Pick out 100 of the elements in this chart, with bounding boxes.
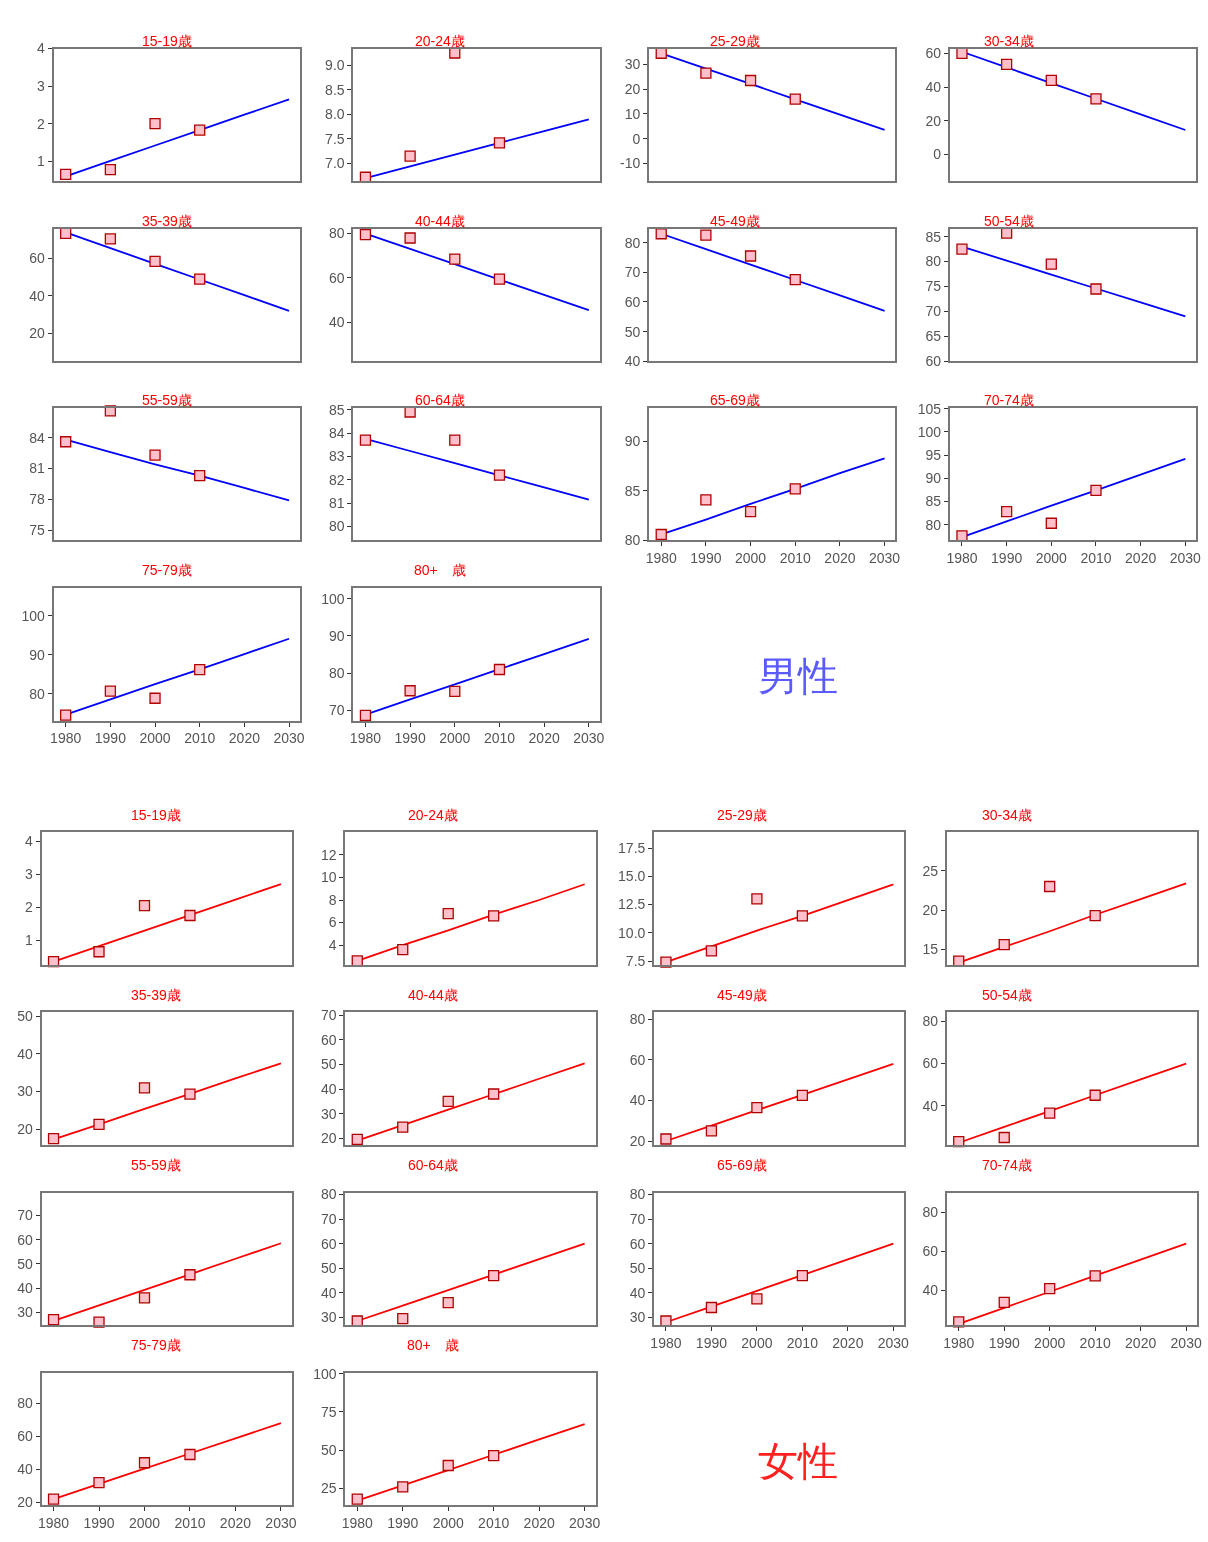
y-tick-label: 85 <box>925 493 942 510</box>
chart-title: 60-64歳 <box>415 392 465 408</box>
point <box>1089 1270 1101 1282</box>
chart-title: 60-64歳 <box>408 1157 458 1173</box>
point <box>194 124 206 136</box>
point <box>796 910 809 922</box>
y-tick-label: 12 <box>321 846 337 863</box>
point <box>488 1088 500 1100</box>
point <box>1089 909 1101 922</box>
y-tick-label: 85 <box>329 401 345 418</box>
chart-title: 50-54歳 <box>984 213 1034 229</box>
y-tick-label: 80 <box>624 532 641 549</box>
y-tick-label: 80 <box>329 518 345 535</box>
y-tick-label: 8 <box>328 891 337 908</box>
y-tick-label: 20 <box>17 1121 34 1138</box>
y-tick-label: 80 <box>629 1186 646 1203</box>
y-tick-label: 1 <box>37 153 46 170</box>
y-tick-label: 60 <box>321 1235 337 1252</box>
y-tick-label: 50 <box>17 1008 34 1025</box>
y-tick-label: 0 <box>933 146 942 163</box>
chart-title: 55-59歳 <box>142 392 192 408</box>
y-tick-label: 10.0 <box>618 924 646 941</box>
chart-title: 45-49歳 <box>710 213 760 229</box>
chart-title: 25-29歳 <box>717 807 767 823</box>
point <box>60 709 72 721</box>
point <box>351 1493 363 1505</box>
x-tick-label: 2000 <box>128 1515 161 1532</box>
y-tick-label: 70 <box>329 702 345 719</box>
point <box>660 1133 672 1145</box>
y-tick-label: 8.5 <box>325 81 345 98</box>
y-tick-label: 2 <box>37 115 46 132</box>
point <box>93 946 105 958</box>
point <box>149 692 161 704</box>
point <box>789 483 801 495</box>
y-tick-label: 60 <box>629 1051 646 1068</box>
chart-title: 55-59歳 <box>131 1157 181 1173</box>
x-tick-label: 2020 <box>523 1515 555 1532</box>
y-tick-label: 7.0 <box>325 155 345 172</box>
x-tick-label: 1990 <box>394 730 426 747</box>
point <box>1044 1107 1056 1119</box>
point <box>194 470 206 482</box>
y-tick-label: 75 <box>321 1403 337 1420</box>
y-tick-label: 80 <box>624 234 641 251</box>
x-tick-label: 2020 <box>219 1515 252 1532</box>
chart-title: 15-19歳 <box>142 33 192 49</box>
point <box>998 1131 1010 1144</box>
x-tick-label: 1990 <box>988 1334 1020 1351</box>
y-tick-label: 100 <box>917 423 942 440</box>
x-tick-label: 2000 <box>1035 550 1068 567</box>
y-tick-label: 12.5 <box>618 896 646 913</box>
chart-title: 15-19歳 <box>131 807 181 823</box>
y-tick-label: 40 <box>17 1461 34 1478</box>
chart-title: 50-54歳 <box>982 987 1032 1003</box>
point <box>60 436 72 448</box>
chart-title: 40-44歳 <box>415 213 465 229</box>
y-tick-label: 30 <box>321 1105 337 1122</box>
y-tick-label: 30 <box>17 1304 34 1321</box>
y-tick-label: 80 <box>329 665 345 682</box>
point <box>359 434 372 446</box>
x-tick-label: 2030 <box>273 730 305 747</box>
chart-title: 20-24歳 <box>415 33 465 49</box>
point <box>751 893 763 905</box>
x-tick-label: 2010 <box>483 730 516 747</box>
y-tick-label: 84 <box>329 424 345 441</box>
x-tick-label: 2030 <box>573 730 605 747</box>
y-tick-label: 25 <box>922 862 939 879</box>
y-tick-label: 80 <box>29 685 46 702</box>
y-tick-label: 0 <box>632 130 641 147</box>
y-tick-label: 30 <box>629 1309 646 1326</box>
y-tick-label: 30 <box>624 56 641 73</box>
y-tick-label: 40 <box>321 1284 337 1301</box>
y-tick-label: 40 <box>925 79 942 96</box>
point <box>449 685 461 698</box>
y-tick-label: 60 <box>29 250 46 267</box>
point <box>1090 93 1102 105</box>
y-tick-label: 75 <box>925 278 942 295</box>
chart-title: 35-39歳 <box>142 213 192 229</box>
x-tick-label: 2020 <box>528 730 560 747</box>
point <box>1045 517 1057 529</box>
y-tick-label: 40 <box>624 353 641 370</box>
point <box>789 274 801 286</box>
point <box>138 1082 151 1094</box>
y-tick-label: 50 <box>624 323 641 340</box>
x-tick-label: 2030 <box>869 550 901 567</box>
point <box>998 938 1010 951</box>
chart-title: 75-79歳 <box>131 1337 181 1353</box>
point <box>442 907 454 920</box>
point <box>93 1316 105 1328</box>
point <box>1090 283 1102 295</box>
y-tick-label: 70 <box>321 1211 337 1227</box>
y-tick-label: 15 <box>922 941 939 958</box>
y-tick-label: 81 <box>29 460 46 477</box>
y-tick-label: 20 <box>922 901 939 918</box>
point <box>404 685 416 697</box>
point <box>149 118 161 130</box>
point <box>1000 58 1013 71</box>
y-tick-label: 60 <box>17 1428 34 1445</box>
point <box>744 74 757 87</box>
y-tick-label: 100 <box>321 590 345 607</box>
y-tick-label: 75 <box>29 522 46 539</box>
